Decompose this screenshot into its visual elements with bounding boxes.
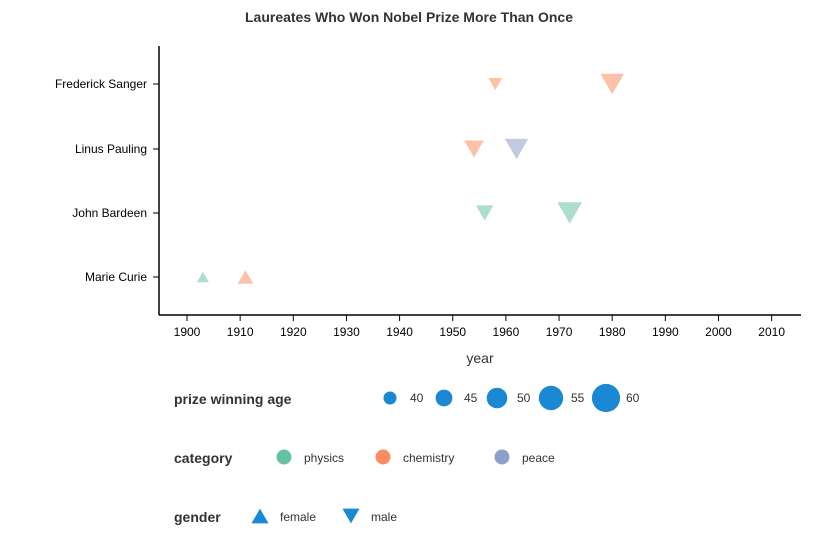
x-tick-label: 1910 xyxy=(227,325,254,339)
x-tick-label: 1900 xyxy=(174,325,201,339)
legend-gender-items: female male xyxy=(251,508,397,524)
x-axis-label: year xyxy=(466,350,494,366)
legend-age-circle xyxy=(538,385,564,411)
legend-age-items: 40 45 50 55 60 xyxy=(383,383,640,413)
x-tick-label: 1990 xyxy=(652,325,679,339)
x-tick-label: 2000 xyxy=(705,325,732,339)
x-tick-label: 1920 xyxy=(280,325,307,339)
y-tick-label: John Bardeen xyxy=(72,206,147,220)
scatter-point xyxy=(600,73,625,95)
legend-age-circle xyxy=(435,389,453,407)
x-tick-label: 2010 xyxy=(758,325,785,339)
legend-age-label: 55 xyxy=(571,391,585,405)
legend-age-circle xyxy=(486,387,508,409)
legend-category-label: physics xyxy=(304,451,344,465)
scatter-point xyxy=(237,270,254,284)
y-tick-label: Marie Curie xyxy=(85,270,147,284)
legend-age-label: 60 xyxy=(626,391,640,405)
scatter-point xyxy=(488,77,503,91)
scatter-point xyxy=(475,205,494,221)
scatter-point xyxy=(557,202,582,224)
legend-gender-label: male xyxy=(371,510,397,524)
x-tick-label: 1940 xyxy=(386,325,413,339)
legend-gender-label: female xyxy=(280,510,316,524)
scatter-point xyxy=(504,138,529,160)
legend-age-title: prize winning age xyxy=(174,391,292,407)
legend-category-label: chemistry xyxy=(403,451,454,465)
x-tick-label: 1980 xyxy=(599,325,626,339)
legend-category-swatch xyxy=(375,449,391,465)
x-tick-label: 1930 xyxy=(333,325,360,339)
y-tick-label: Frederick Sanger xyxy=(55,77,147,91)
x-tick-label: 1960 xyxy=(493,325,520,339)
axes: Frederick Sanger Linus Pauling John Bardee… xyxy=(55,46,801,339)
chart-title: Laureates Who Won Nobel Prize More Than … xyxy=(245,9,573,25)
legend-age-label: 50 xyxy=(517,391,531,405)
legend-gender-title: gender xyxy=(174,509,221,525)
scatter-point xyxy=(464,140,484,158)
y-tick-label: Linus Pauling xyxy=(75,142,147,156)
legend-age-label: 40 xyxy=(410,391,424,405)
legend-age-circle xyxy=(591,383,621,413)
legend-category-swatch xyxy=(276,449,292,465)
legend-category-swatch xyxy=(494,449,510,465)
legend-age-circle xyxy=(383,391,397,405)
legend-category-items: physics chemistry peace xyxy=(276,449,555,465)
legend-category-label: peace xyxy=(522,451,555,465)
legend-category-title: category xyxy=(174,450,233,466)
legend: prize winning age category gender 40 45 50… xyxy=(174,383,640,525)
legend-gender-swatch xyxy=(342,508,360,524)
scatter-point xyxy=(196,271,209,283)
x-tick-label: 1970 xyxy=(546,325,573,339)
legend-age-label: 45 xyxy=(464,391,478,405)
legend-gender-swatch xyxy=(251,508,269,524)
x-tick-label: 1950 xyxy=(439,325,466,339)
data-marks xyxy=(196,73,625,284)
